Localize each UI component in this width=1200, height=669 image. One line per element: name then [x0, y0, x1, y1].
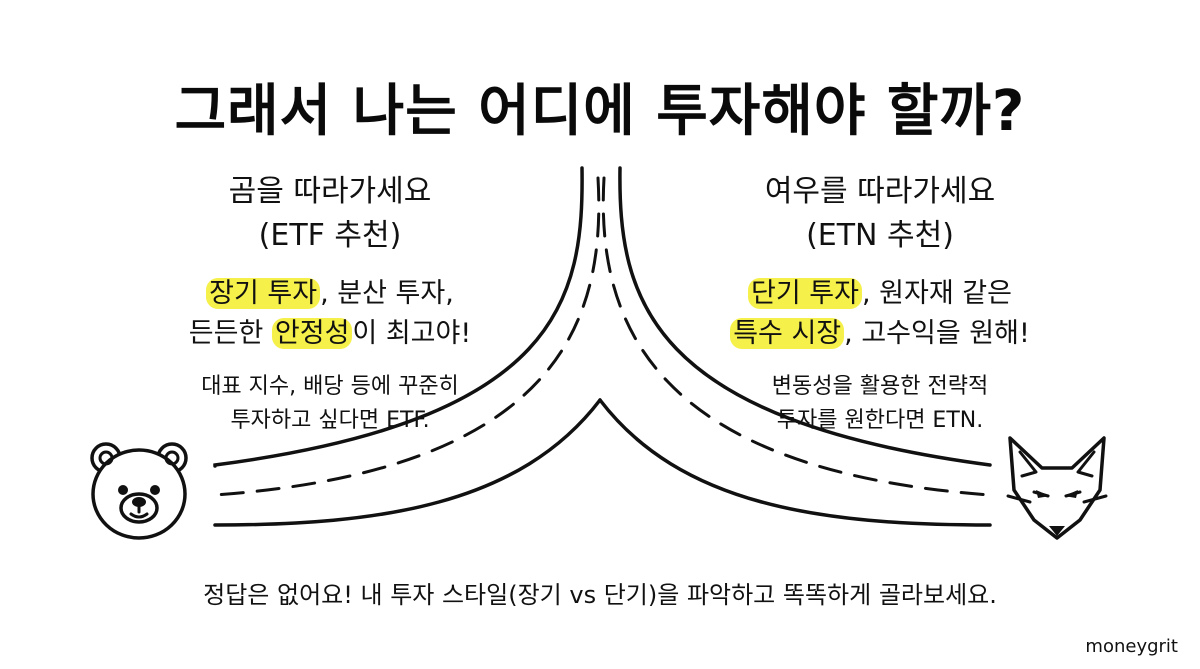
right-line-2-rest: , 고수익을 원해! — [844, 318, 1030, 349]
page-title: 그래서 나는 어디에 투자해야 할까? — [174, 79, 1026, 144]
right-desc-line-1: 변동성을 활용한 전략적 — [771, 374, 989, 399]
left-description: 대표 지수, 배당 등에 꾸준히 투자하고 싶다면 ETF. — [150, 370, 510, 438]
left-line-1: 장기 투자, 분산 투자, — [150, 274, 510, 314]
left-main-text: 장기 투자, 분산 투자, 든든한 안정성 이 최고야! — [150, 274, 510, 354]
right-road-center-dash — [601, 176, 992, 497]
bear-face-icon — [90, 442, 188, 540]
left-column: 곰을 따라가세요 (ETF 추천) 장기 투자, 분산 투자, 든든한 안정성 이… — [150, 172, 510, 438]
left-line-1-rest: , 분산 투자, — [320, 278, 454, 309]
right-road-upper-edge — [618, 166, 992, 467]
right-highlight-2: 특수 시장 — [730, 318, 845, 349]
left-subheading: (ETF 추천) — [258, 218, 402, 253]
right-line-2: 특수 시장, 고수익을 원해! — [700, 314, 1060, 354]
right-highlight-1: 단기 투자 — [748, 278, 862, 309]
right-subheading: (ETN 추천) — [806, 218, 954, 253]
left-desc-line-1: 대표 지수, 배당 등에 꾸준히 — [201, 374, 459, 399]
right-line-1-rest: , 원자재 같은 — [862, 278, 1012, 309]
left-highlight-1: 장기 투자 — [206, 278, 321, 309]
right-desc-line-2: 투자를 원한다면 ETN. — [776, 408, 984, 433]
left-line-2-rest: 이 최고야! — [352, 318, 472, 349]
fox-face-icon — [1006, 436, 1108, 540]
brand-label: moneygrit — [1085, 636, 1178, 657]
left-road-upper-edge — [213, 166, 584, 468]
left-line-2: 든든한 안정성 이 최고야! — [150, 314, 510, 354]
right-line-1: 단기 투자, 원자재 같은 — [700, 274, 1060, 314]
left-heading: 곰을 따라가세요 — [228, 174, 432, 209]
footer-message: 정답은 없어요! 내 투자 스타일(장기 vs 단기)을 파악하고 똑똑하게 골… — [203, 581, 997, 609]
left-road-lower-edge — [213, 398, 602, 527]
right-column: 여우를 따라가세요 (ETN 추천) 단기 투자, 원자재 같은 특수 시장, … — [700, 172, 1060, 438]
left-road-center-dash — [213, 176, 601, 497]
left-line-2-pre: 든든한 — [188, 318, 272, 349]
left-desc-line-2: 투자하고 싶다면 ETF. — [230, 408, 430, 433]
right-main-text: 단기 투자, 원자재 같은 특수 시장, 고수익을 원해! — [700, 274, 1060, 354]
left-highlight-2: 안정성 — [271, 318, 353, 349]
right-heading: 여우를 따라가세요 — [764, 174, 996, 209]
right-description: 변동성을 활용한 전략적 투자를 원한다면 ETN. — [700, 370, 1060, 438]
right-road-lower-edge — [598, 398, 992, 527]
